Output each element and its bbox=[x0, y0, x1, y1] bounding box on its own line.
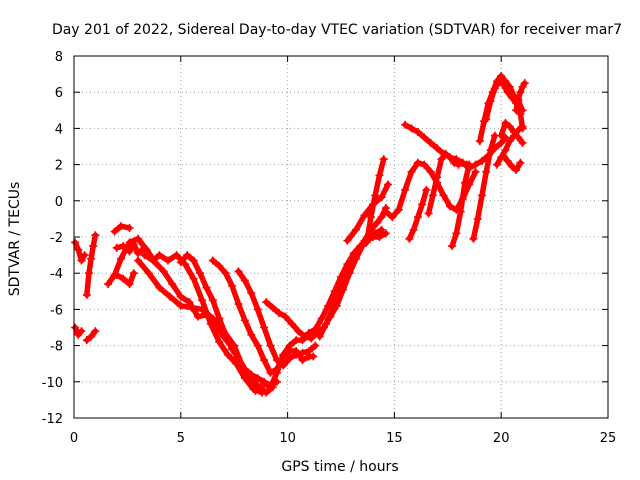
y-tick-label: 6 bbox=[55, 86, 63, 101]
series-segment bbox=[378, 181, 391, 200]
data-point bbox=[465, 160, 474, 169]
y-tick-label: -2 bbox=[50, 231, 63, 246]
x-tick-label: 25 bbox=[600, 431, 617, 446]
series-segment bbox=[306, 342, 319, 354]
series-arc-y bbox=[469, 131, 499, 243]
data-point bbox=[422, 185, 431, 194]
series-segment bbox=[235, 301, 248, 324]
y-tick-label: -12 bbox=[42, 412, 63, 427]
data-point bbox=[518, 122, 527, 131]
series-segment bbox=[233, 360, 248, 381]
series-arc-w bbox=[424, 149, 472, 218]
data-point bbox=[520, 79, 529, 88]
x-axis-ticks: 0 5 10 15 20 25 bbox=[70, 56, 616, 446]
series-segment bbox=[248, 290, 261, 313]
series-segment bbox=[457, 179, 468, 215]
series-segment bbox=[216, 315, 229, 338]
y-tick-label: -10 bbox=[42, 376, 63, 391]
series-segment bbox=[466, 169, 479, 188]
data-point bbox=[257, 388, 266, 397]
series-arc-v bbox=[405, 185, 431, 243]
series-arc-n bbox=[234, 267, 320, 370]
series-segment bbox=[274, 351, 287, 376]
series-segment bbox=[363, 214, 374, 246]
y-tick-label: 0 bbox=[55, 195, 63, 210]
x-tick-label: 5 bbox=[177, 431, 185, 446]
x-tick-label: 20 bbox=[493, 431, 510, 446]
data-point bbox=[377, 225, 386, 234]
data-point bbox=[77, 327, 86, 336]
series-segment bbox=[261, 324, 274, 349]
data-point bbox=[516, 158, 525, 167]
series-segment bbox=[329, 288, 342, 313]
series-segment bbox=[190, 275, 205, 304]
data-point bbox=[309, 352, 318, 361]
series-arc-dd bbox=[499, 151, 525, 175]
series-arc-cc bbox=[497, 118, 527, 147]
data-point bbox=[91, 231, 100, 240]
series-segment bbox=[135, 257, 152, 276]
series-arc-h bbox=[112, 269, 138, 289]
series-segment bbox=[146, 270, 163, 291]
data-point bbox=[80, 251, 89, 260]
data-point bbox=[91, 327, 100, 336]
series-segment bbox=[207, 321, 222, 345]
plot-area bbox=[71, 71, 529, 397]
series-segment bbox=[395, 187, 408, 213]
y-tick-label: 4 bbox=[55, 122, 63, 137]
series-segment bbox=[182, 261, 197, 282]
data-point bbox=[471, 167, 480, 176]
x-tick-label: 10 bbox=[279, 431, 296, 446]
series-segment bbox=[254, 306, 267, 331]
series-segment bbox=[353, 212, 368, 233]
series-segment bbox=[210, 297, 222, 322]
series-arc-f bbox=[110, 222, 134, 236]
data-point bbox=[379, 155, 388, 164]
y-tick-label: 8 bbox=[55, 50, 63, 65]
series-arc-d bbox=[82, 231, 100, 299]
y-tick-label: -6 bbox=[50, 303, 63, 318]
series-arc-c bbox=[82, 327, 100, 345]
series-arc-b bbox=[71, 323, 86, 339]
data-point bbox=[129, 269, 138, 278]
x-axis-title: GPS time / hours bbox=[281, 459, 398, 475]
data-point bbox=[383, 180, 392, 189]
x-tick-label: 15 bbox=[386, 431, 403, 446]
series-segment bbox=[402, 169, 415, 193]
series-segment bbox=[229, 283, 242, 307]
data-point bbox=[311, 341, 320, 350]
y-tick-label: -8 bbox=[50, 340, 63, 355]
series-arc-ee bbox=[512, 79, 529, 115]
series-segment bbox=[199, 297, 214, 327]
series-segment bbox=[111, 255, 124, 278]
y-axis-title: SDTVAR / TECUs bbox=[7, 182, 23, 297]
y-tick-label: -4 bbox=[50, 267, 63, 282]
x-tick-label: 0 bbox=[70, 431, 78, 446]
chart-title: Day 201 of 2022, Sidereal Day-to-day VTE… bbox=[52, 22, 622, 38]
series-arc-k bbox=[140, 251, 266, 397]
series-arc-s bbox=[362, 155, 388, 247]
data-point bbox=[381, 229, 390, 238]
series-segment bbox=[333, 286, 346, 309]
series-arc-x bbox=[448, 160, 474, 251]
data-point bbox=[125, 223, 134, 232]
y-axis-ticks: -12 -10 -8 -6 -4 -2 0 2 4 6 8 bbox=[42, 50, 608, 427]
data-point bbox=[518, 138, 527, 147]
grid-lines bbox=[74, 56, 608, 418]
y-tick-label: 2 bbox=[55, 159, 63, 174]
series-arc-a bbox=[71, 238, 89, 265]
